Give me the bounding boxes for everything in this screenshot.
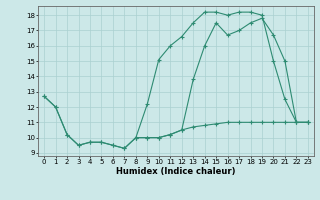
X-axis label: Humidex (Indice chaleur): Humidex (Indice chaleur) bbox=[116, 167, 236, 176]
